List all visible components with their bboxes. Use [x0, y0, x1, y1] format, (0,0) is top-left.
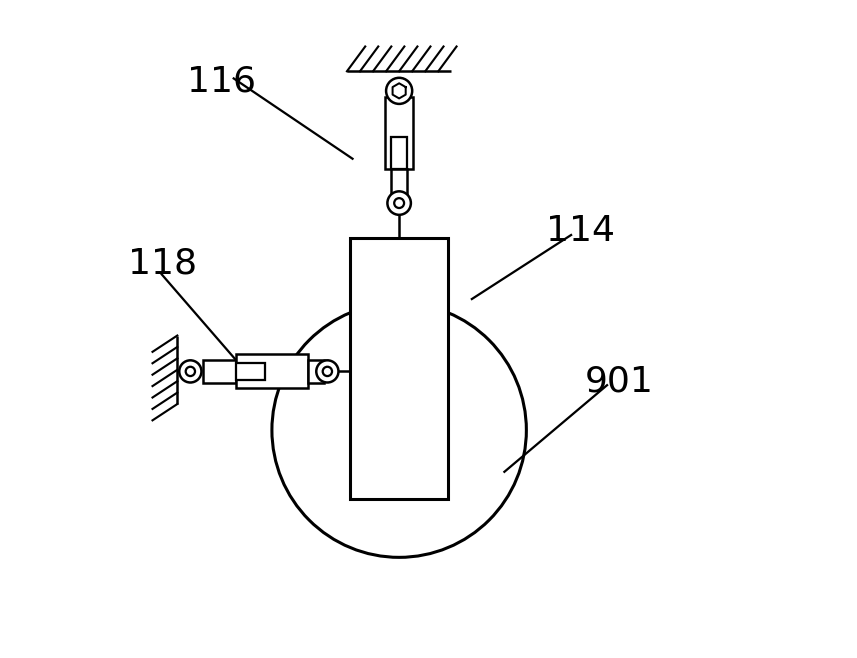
Circle shape [186, 367, 195, 376]
Text: 114: 114 [546, 214, 615, 248]
Text: 901: 901 [585, 364, 654, 398]
Bar [236, 355, 308, 388]
Text: 116: 116 [187, 64, 256, 98]
Circle shape [316, 361, 339, 382]
Bar [351, 238, 448, 499]
Text: 118: 118 [129, 247, 197, 281]
Bar [236, 363, 265, 380]
Bar [392, 137, 407, 169]
Circle shape [394, 198, 404, 208]
Bar [203, 360, 236, 383]
Bar [392, 169, 407, 195]
Bar [308, 360, 324, 383]
Circle shape [323, 367, 332, 376]
Circle shape [179, 361, 201, 382]
Circle shape [272, 303, 526, 557]
Bar [385, 97, 413, 169]
Circle shape [387, 191, 411, 215]
Circle shape [387, 78, 412, 104]
